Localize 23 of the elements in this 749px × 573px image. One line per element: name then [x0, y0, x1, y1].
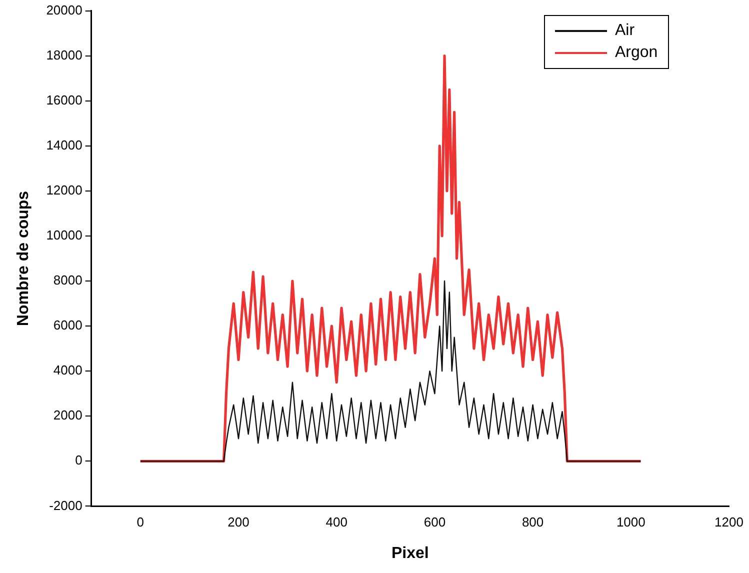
x-tick-label: 400	[326, 514, 348, 530]
x-tick-label: 1000	[616, 514, 646, 530]
x-tick-label: 800	[522, 514, 544, 530]
y-tick-label: 14000	[46, 137, 82, 152]
x-tick-label: 0	[136, 514, 144, 530]
x-tick-label: 600	[424, 514, 446, 530]
y-tick-label: 2000	[53, 408, 82, 423]
y-tick-label: 0	[75, 452, 82, 468]
y-tick-label: 4000	[53, 362, 82, 378]
y-axis-title: Nombre de coups	[15, 190, 32, 326]
y-tick-label: 10000	[46, 228, 82, 243]
y-tick-label: 20000	[46, 2, 82, 18]
x-axis-title: Pixel	[391, 544, 429, 562]
y-tick-label: 12000	[46, 182, 82, 198]
legend-label: Argon	[615, 44, 658, 62]
legend-label: Air	[615, 22, 635, 40]
x-tick-label: 200	[228, 514, 250, 530]
y-tick-label: 6000	[53, 318, 82, 333]
x-tick-label: 1200	[714, 514, 744, 530]
y-tick-label: 18000	[46, 47, 82, 62]
y-tick-label: 16000	[46, 92, 82, 108]
y-tick-label: 8000	[53, 272, 82, 288]
y-tick-label: -2000	[49, 498, 82, 513]
